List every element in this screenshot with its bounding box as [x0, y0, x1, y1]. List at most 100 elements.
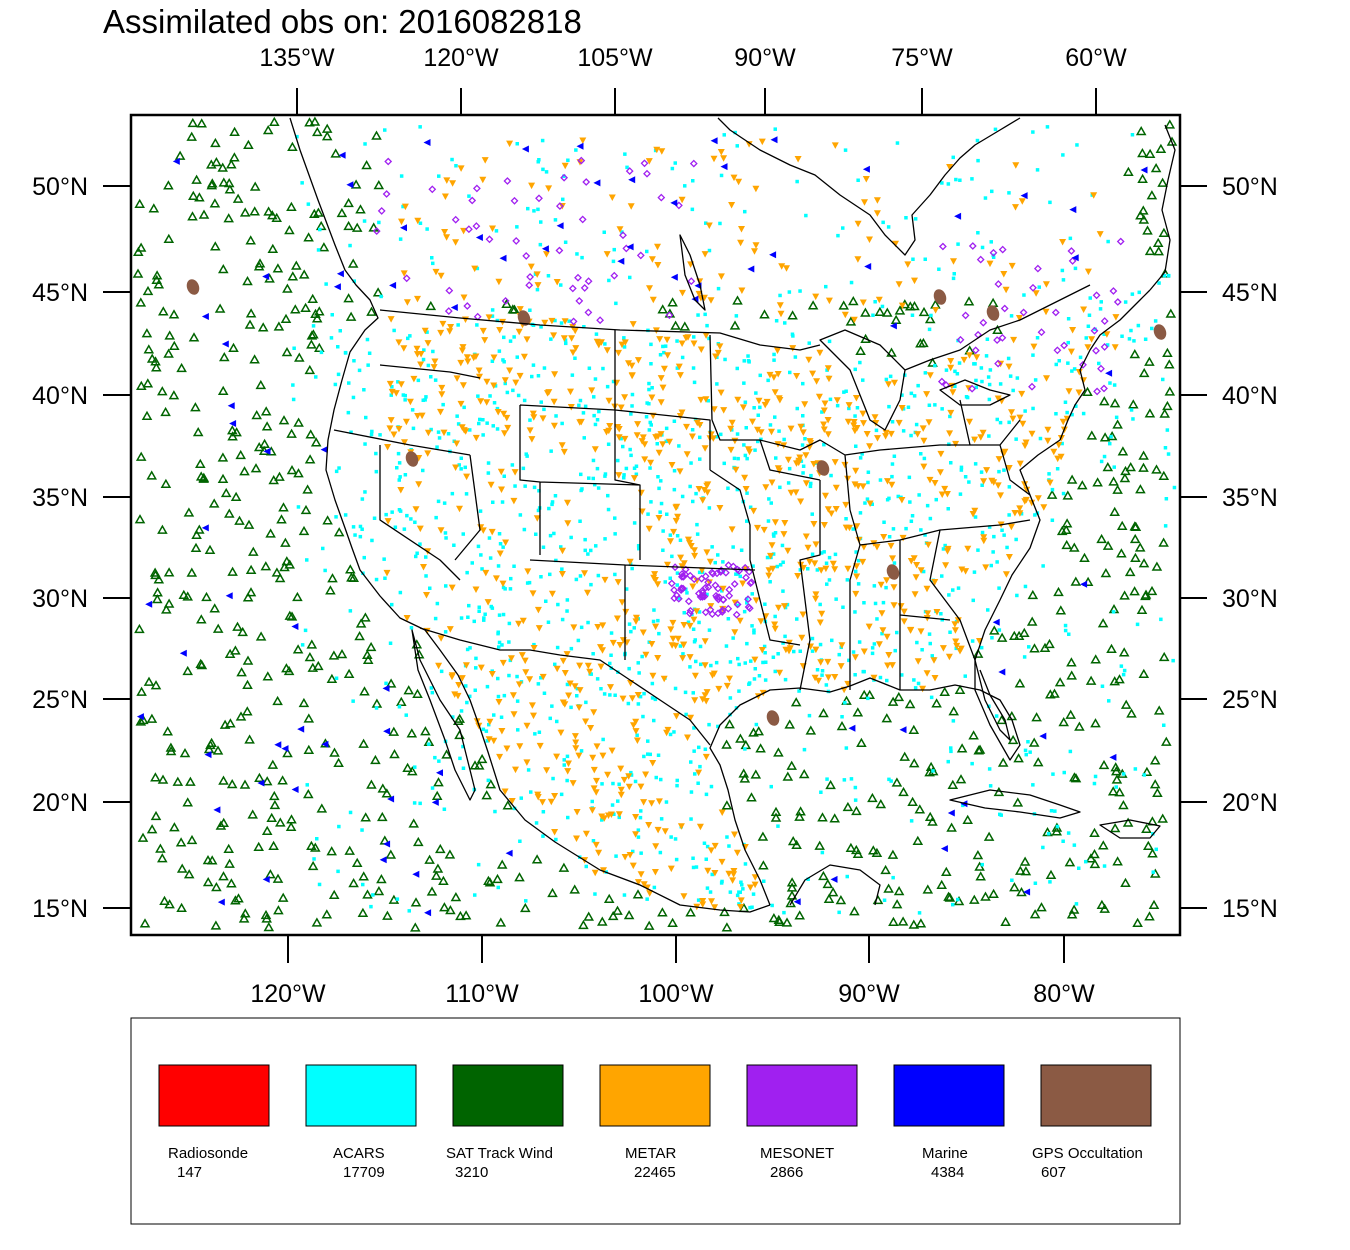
acars-marker	[1019, 512, 1024, 516]
sat-track-wind-marker	[1141, 823, 1152, 834]
acars-marker	[374, 577, 379, 582]
sat-track-wind-marker	[191, 174, 202, 184]
acars-marker	[421, 398, 425, 402]
acars-marker	[552, 531, 556, 536]
mesonet-marker	[372, 227, 381, 236]
acars-marker	[486, 778, 491, 783]
metar-marker	[924, 610, 932, 617]
metar-marker	[437, 272, 445, 280]
metar-marker	[575, 704, 583, 711]
metar-marker	[850, 316, 858, 324]
metar-marker	[710, 155, 718, 163]
metar-marker	[488, 671, 496, 678]
sat-track-wind-marker	[1155, 143, 1167, 154]
metar-marker	[702, 396, 710, 403]
metar-marker	[702, 753, 710, 761]
sat-track-wind-marker	[1126, 708, 1137, 718]
mesonet-marker	[687, 277, 696, 286]
mesonet-marker	[684, 597, 693, 606]
acars-marker	[603, 537, 607, 541]
acars-marker	[429, 686, 434, 690]
acars-marker	[589, 582, 593, 587]
sat-track-wind-marker	[786, 890, 798, 900]
mesonet-marker	[701, 583, 710, 592]
metar-marker	[810, 461, 818, 468]
state-lines	[333, 330, 1031, 691]
acars-marker	[801, 464, 806, 468]
acars-marker	[735, 487, 740, 492]
metar-marker	[463, 354, 471, 361]
acars-marker	[548, 533, 553, 538]
metar-marker	[519, 617, 527, 625]
metar-marker	[931, 675, 939, 682]
metar-marker	[541, 319, 549, 327]
metar-marker	[964, 545, 972, 553]
metar-marker	[730, 174, 738, 182]
sat-track-wind-marker	[360, 612, 371, 622]
acars-marker	[547, 506, 551, 511]
acars-marker	[578, 574, 583, 578]
acars-marker	[749, 659, 753, 663]
metar-marker	[616, 642, 624, 649]
metar-marker	[698, 567, 706, 574]
acars-marker	[468, 694, 472, 699]
acars-marker	[709, 784, 714, 789]
sat-track-wind-marker	[1149, 755, 1161, 765]
sat-track-wind-marker	[410, 922, 421, 932]
acars-marker	[750, 592, 754, 596]
mesonet-marker	[382, 190, 391, 198]
acars-marker	[958, 492, 963, 496]
mesonet-marker	[711, 581, 720, 590]
acars-marker	[600, 818, 604, 822]
acars-marker	[323, 568, 327, 573]
acars-marker	[772, 358, 776, 362]
sat-track-wind-marker	[1144, 356, 1155, 366]
sat-track-wind-marker	[371, 698, 383, 708]
sat-track-wind-marker	[242, 275, 253, 286]
acars-marker	[1092, 781, 1097, 786]
sat-track-wind-marker	[1140, 590, 1151, 601]
metar-marker	[676, 468, 684, 475]
metar-marker	[966, 352, 973, 359]
metar-marker	[586, 668, 594, 676]
mesonet-marker	[1097, 364, 1105, 373]
sat-track-wind-marker	[230, 895, 241, 905]
metar-marker	[831, 459, 839, 466]
marine-marker	[521, 145, 529, 153]
acars-marker	[629, 453, 633, 458]
acars-marker	[592, 395, 596, 399]
sat-track-wind-marker	[329, 747, 340, 757]
sat-track-wind-marker	[569, 884, 580, 894]
metar-marker	[763, 398, 771, 406]
metar-marker	[439, 320, 447, 328]
metar-marker	[801, 401, 809, 408]
sat-track-wind-marker	[996, 714, 1007, 725]
sat-track-wind-marker	[360, 812, 371, 822]
sat-track-wind-marker	[1012, 797, 1024, 807]
sat-track-wind-marker	[243, 139, 254, 149]
left-lat-label: 15°N	[32, 895, 88, 923]
marine-marker	[382, 684, 390, 692]
metar-marker	[603, 429, 610, 436]
acars-marker	[1100, 684, 1105, 688]
sat-track-wind-marker	[1135, 210, 1146, 220]
acars-marker	[540, 138, 545, 143]
sat-track-wind-marker	[313, 660, 324, 671]
acars-marker	[622, 345, 627, 349]
acars-marker	[374, 451, 378, 456]
acars-marker	[614, 854, 618, 858]
metar-marker	[629, 321, 637, 328]
sat-track-wind-marker	[153, 279, 165, 289]
sat-track-wind-marker	[326, 673, 338, 683]
acars-marker	[461, 766, 466, 770]
acars-marker	[390, 385, 394, 389]
sat-track-wind-marker	[187, 211, 198, 221]
metar-marker	[907, 558, 915, 565]
sat-track-wind-marker	[1096, 533, 1107, 544]
acars-marker	[515, 699, 520, 703]
metar-marker	[530, 645, 538, 652]
sat-track-wind-marker	[160, 478, 172, 489]
metar-marker	[854, 256, 862, 263]
sat-track-wind-marker	[279, 561, 290, 572]
acars-marker	[429, 375, 433, 379]
